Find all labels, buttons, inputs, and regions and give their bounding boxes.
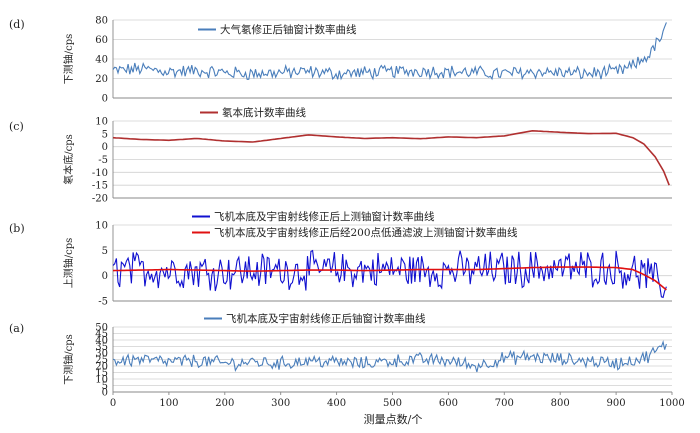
y-axis-label: 氡本底/cps [62, 134, 75, 185]
y-tick-label: 0 [102, 388, 108, 399]
x-tick-label: 0 [110, 398, 116, 409]
y-tick-label: 20 [95, 74, 108, 85]
panel-label: (d) [9, 18, 25, 31]
y-tick-label: 10 [95, 221, 108, 232]
x-tick-label: 900 [607, 398, 626, 409]
y-tick-label: 40 [95, 55, 108, 66]
y-tick-label: 20 [95, 362, 108, 373]
y-tick-label: 0 [102, 94, 108, 105]
x-tick-label: 600 [439, 398, 458, 409]
y-axis-label: 下测铀/cps [62, 334, 75, 385]
legend-entry: 飞机本底及宇宙射线修正后上测铀窗计数率曲线 [214, 210, 435, 223]
x-tick-label: 800 [551, 398, 570, 409]
y-tick-label: 5 [102, 381, 108, 392]
legend-entry: 飞机本底及宇宙射线修正后铀窗计数率曲线 [226, 312, 426, 325]
y-tick-label: 50 [95, 323, 108, 334]
y-tick-label: 25 [95, 355, 108, 366]
panel-label: (a) [9, 322, 24, 335]
panel-label: (b) [9, 222, 25, 235]
y-tick-label: 45 [95, 329, 108, 340]
series-line [112, 129, 670, 186]
panel-b: (b) 上测铀/cps -5 0 5 10 飞机本底及宇宙射线修正后上测铀窗计数率曲线飞机本… [9, 210, 672, 308]
y-tick-label: -15 [92, 181, 108, 192]
y-tick-label: 40 [95, 336, 108, 347]
x-tick-label: 300 [271, 398, 290, 409]
x-tick-label: 1000 [659, 398, 684, 409]
y-tick-label: -5 [98, 155, 108, 166]
y-axis-label: 下测铀/cps [62, 34, 75, 85]
x-axis-label: 测量点数/个 [364, 413, 423, 426]
panel-c: (c) 氡本底/cps -20 -15 -10 -5 0 510 氡本底计数率曲线 [9, 106, 672, 205]
y-tick-label: -5 [98, 297, 108, 308]
y-tick-label: 60 [95, 35, 108, 46]
y-tick-label: 5 [102, 246, 108, 257]
legend-entry: 大气氡修正后铀窗计数率曲线 [220, 23, 357, 36]
y-tick-label: 0 [102, 271, 108, 282]
panel-label: (c) [9, 120, 24, 133]
y-tick-label: 15 [95, 368, 108, 379]
y-tick-label: 10 [95, 375, 108, 386]
series-line [112, 339, 667, 373]
x-tick-label: 200 [215, 398, 234, 409]
y-tick-label: 35 [95, 342, 108, 353]
legend-entry: 飞机本底及宇宙射线修正后经200点低通滤波上测铀窗计数率曲线 [214, 226, 518, 239]
y-tick-label: 5 [102, 129, 108, 140]
series-line [112, 266, 667, 291]
y-tick-label: -10 [92, 168, 108, 179]
y-tick-label: 10 [95, 117, 108, 128]
y-tick-label: 80 [95, 16, 108, 27]
x-tick-label: 700 [495, 398, 514, 409]
series-line [112, 22, 667, 81]
legend-entry: 氡本底计数率曲线 [222, 106, 306, 119]
y-tick-label: 30 [95, 349, 108, 360]
y-tick-label: -20 [92, 194, 108, 205]
y-tick-label: 0 [102, 142, 108, 153]
series-line [112, 249, 667, 299]
y-axis-label: 上测铀/cps [62, 238, 75, 289]
x-tick-label: 500 [383, 398, 402, 409]
x-tick-label: 100 [159, 398, 178, 409]
x-tick-label: 400 [327, 398, 346, 409]
panel-d: (d) 下测铀/cps 0 20 40 60 80 大气氡修正后铀窗计数率曲线 [9, 16, 672, 105]
